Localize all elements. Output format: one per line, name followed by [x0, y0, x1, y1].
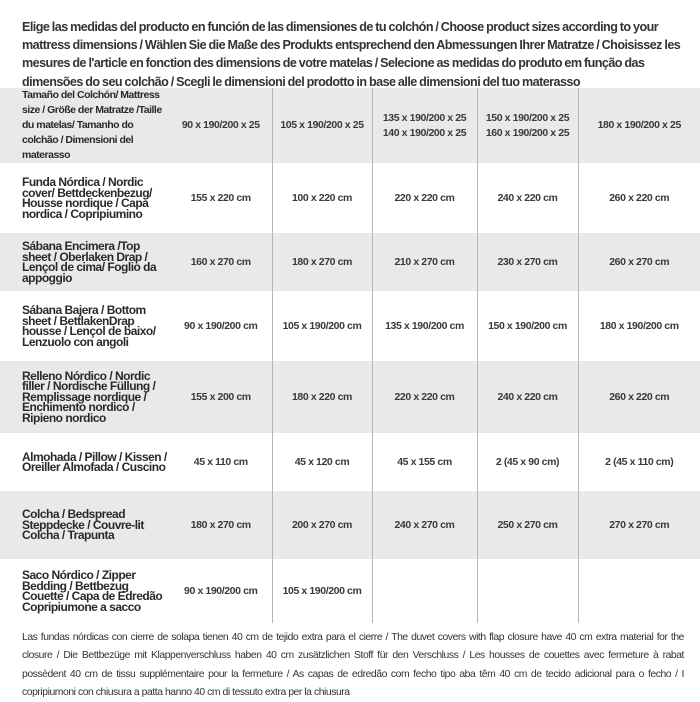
size-value: 260 x 270 cm: [577, 233, 700, 291]
size-value: 230 x 270 cm: [476, 233, 578, 291]
size-value: 150 x 190/200 cm: [476, 291, 578, 361]
table-row: Almohada / Pillow / Kissen / Oreiller Al…: [0, 433, 700, 491]
size-value: 160 x 270 cm: [170, 233, 272, 291]
size-value: 260 x 220 cm: [577, 361, 700, 433]
product-label: Sábana Bajera / Bottom sheet / Bettlaken…: [22, 303, 156, 349]
size-value: 240 x 220 cm: [476, 163, 578, 233]
size-value: 180 x 220 cm: [271, 361, 372, 433]
size-table: Tamaño del Colchón/ Mattress size / Größ…: [0, 88, 700, 623]
size-value: 45 x 155 cm: [371, 433, 477, 491]
size-value: 180 x 270 cm: [271, 233, 372, 291]
size-value: 45 x 110 cm: [193, 456, 248, 468]
size-value: 135 x 190/200 cm: [371, 291, 477, 361]
size-header: 180 x 190/200 x 25: [577, 88, 700, 163]
footnote: Las fundas nórdicas con cierre de solapa…: [22, 632, 684, 698]
size-value: 180 x 270 cm: [170, 491, 272, 559]
product-label: Colcha / Bedspread Steppdecke / Couvre-l…: [0, 491, 170, 559]
size-value: 200 x 270 cm: [271, 491, 372, 559]
table-row: Colcha / Bedspread Steppdecke / Couvre-l…: [0, 491, 700, 559]
size-value: 2 (45 x 110 cm): [577, 433, 700, 491]
size-value: 220 x 220 cm: [371, 163, 477, 233]
product-label: Saco Nórdico / Zipper Bedding / Bettbezu…: [22, 568, 163, 614]
size-header: 90 x 190/200 x 25: [170, 88, 272, 163]
product-label: Funda Nórdica / Nordic cover/ Bettdecken…: [22, 175, 152, 221]
size-value: [371, 559, 477, 623]
size-value: 90 x 190/200 cm: [184, 585, 258, 597]
header-label: Tamaño del Colchón/ Mattress size / Größ…: [0, 88, 170, 163]
table-row: Saco Nórdico / Zipper Bedding / Bettbezu…: [0, 559, 700, 623]
table-row: Funda Nórdica / Nordic cover/ Bettdecken…: [0, 163, 700, 233]
size-value: 240 x 270 cm: [371, 491, 477, 559]
product-label: Sábana Encimera /Top sheet / Oberlaken D…: [0, 233, 170, 291]
size-value: 155 x 220 cm: [190, 192, 251, 204]
size-header: 135 x 190/200 x 25 140 x 190/200 x 25: [371, 88, 477, 163]
product-label: Relleno Nórdico / Nordic filler / Nordis…: [0, 361, 170, 433]
size-value: 90 x 190/200 cm: [184, 320, 258, 332]
size-value: 240 x 220 cm: [476, 361, 578, 433]
size-value: 105 x 190/200 cm: [271, 291, 372, 361]
size-value: 105 x 190/200 cm: [271, 559, 372, 623]
size-value: 260 x 220 cm: [577, 163, 700, 233]
size-value: 100 x 220 cm: [271, 163, 372, 233]
size-value: 210 x 270 cm: [371, 233, 477, 291]
intro-text: Elige las medidas del producto en funció…: [22, 20, 681, 89]
size-value: [577, 559, 700, 623]
size-value: 220 x 220 cm: [371, 361, 477, 433]
product-label: Almohada / Pillow / Kissen / Oreiller Al…: [22, 449, 167, 474]
size-value: 155 x 200 cm: [170, 361, 272, 433]
size-value: 250 x 270 cm: [476, 491, 578, 559]
size-value: [476, 559, 578, 623]
size-value: 270 x 270 cm: [577, 491, 700, 559]
size-value: 2 (45 x 90 cm): [476, 433, 578, 491]
size-value: 180 x 190/200 cm: [577, 291, 700, 361]
header-row: Tamaño del Colchón/ Mattress size / Größ…: [0, 88, 700, 163]
table-row: Sábana Encimera /Top sheet / Oberlaken D…: [0, 233, 700, 291]
size-header: 150 x 190/200 x 25 160 x 190/200 x 25: [476, 88, 578, 163]
table-row: Relleno Nórdico / Nordic filler / Nordis…: [0, 361, 700, 433]
table-row: Sábana Bajera / Bottom sheet / Bettlaken…: [0, 291, 700, 361]
size-value: 45 x 120 cm: [271, 433, 372, 491]
size-header: 105 x 190/200 x 25: [271, 88, 372, 163]
